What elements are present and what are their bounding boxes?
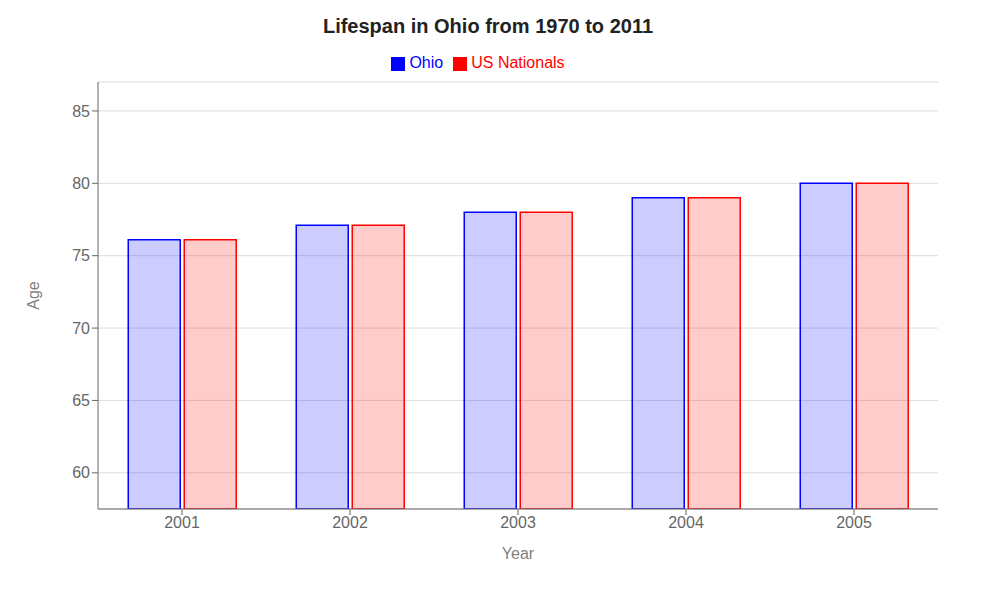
- svg-text:Age: Age: [25, 281, 42, 310]
- svg-text:65: 65: [72, 392, 90, 409]
- svg-text:2004: 2004: [668, 514, 704, 531]
- svg-text:2001: 2001: [164, 514, 200, 531]
- html-text:US Nationals: US Nationals: [471, 54, 565, 71]
- svg-text:2003: 2003: [500, 514, 536, 531]
- svg-text:85: 85: [72, 103, 90, 120]
- svg-text:70: 70: [72, 320, 90, 337]
- svg-text:2005: 2005: [836, 514, 872, 531]
- svg-text:80: 80: [72, 175, 90, 192]
- svg-text:75: 75: [72, 247, 90, 264]
- svg-text:2002: 2002: [332, 514, 368, 531]
- svg-text:60: 60: [72, 464, 90, 481]
- svg-text:Year: Year: [502, 545, 535, 562]
- html-text:Ohio: Ohio: [409, 54, 444, 71]
- html-text:Lifespan in Ohio from 1970 to: Lifespan in Ohio from 1970 to 2011: [322, 15, 653, 37]
